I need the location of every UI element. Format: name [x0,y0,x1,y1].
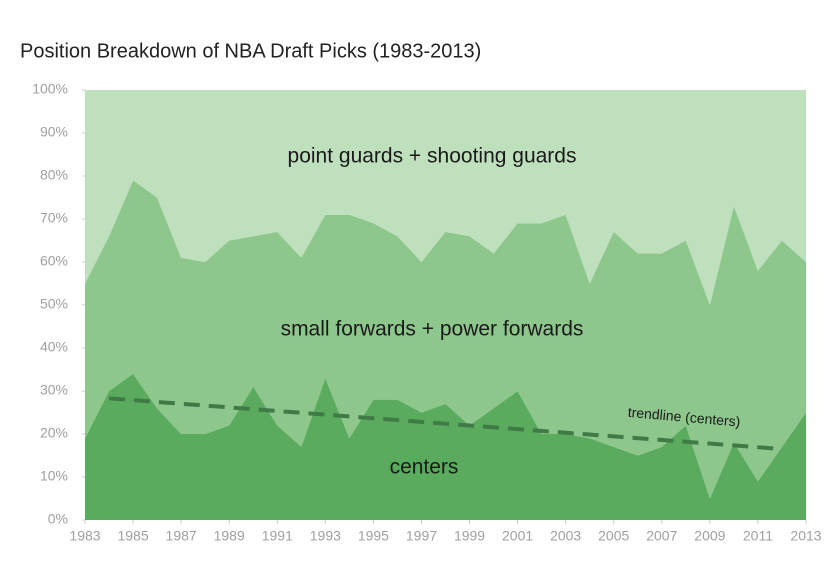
trendline [108,396,783,452]
x-tick-label: 2001 [502,528,533,544]
y-tick-label: 20% [40,425,68,441]
y-tick-label: 0% [48,511,68,527]
y-tick-label: 70% [40,210,68,226]
x-tick-label: 2011 [743,528,773,544]
area [85,90,806,305]
x-tick-label: 1995 [358,528,389,544]
x-tick-label: 1999 [454,528,485,544]
x-tick-label: 2005 [598,528,629,544]
x-tick-label: 2003 [550,528,581,544]
y-tick-label: 30% [40,382,68,398]
chart-title: Position Breakdown of NBA Draft Picks (1… [20,40,481,62]
y-tick-label: 10% [40,468,68,484]
area-label: small forwards + power forwards [281,318,584,341]
y-tick-label: 90% [40,124,68,140]
x-tick-label: 2007 [646,528,677,544]
x-tick-label: 1983 [69,528,100,544]
y-tick-label: 60% [40,253,68,269]
y-tick-label: 50% [40,296,68,312]
area-label: point guards + shooting guards [288,145,577,168]
area [85,180,806,499]
y-tick-label: 80% [40,167,68,183]
x-tick-label: 1993 [310,528,341,544]
y-tick-label: 100% [32,81,68,97]
x-tick-label: 1991 [262,528,293,544]
y-tick-label: 40% [40,339,68,355]
area-label: centers [390,456,459,479]
x-tick-label: 2009 [694,528,725,544]
x-tick-label: 1989 [214,528,245,544]
x-tick-label: 1997 [406,528,437,544]
x-tick-label: 1985 [117,528,148,544]
x-tick-label: 2013 [790,528,821,544]
x-tick-label: 1987 [166,528,197,544]
